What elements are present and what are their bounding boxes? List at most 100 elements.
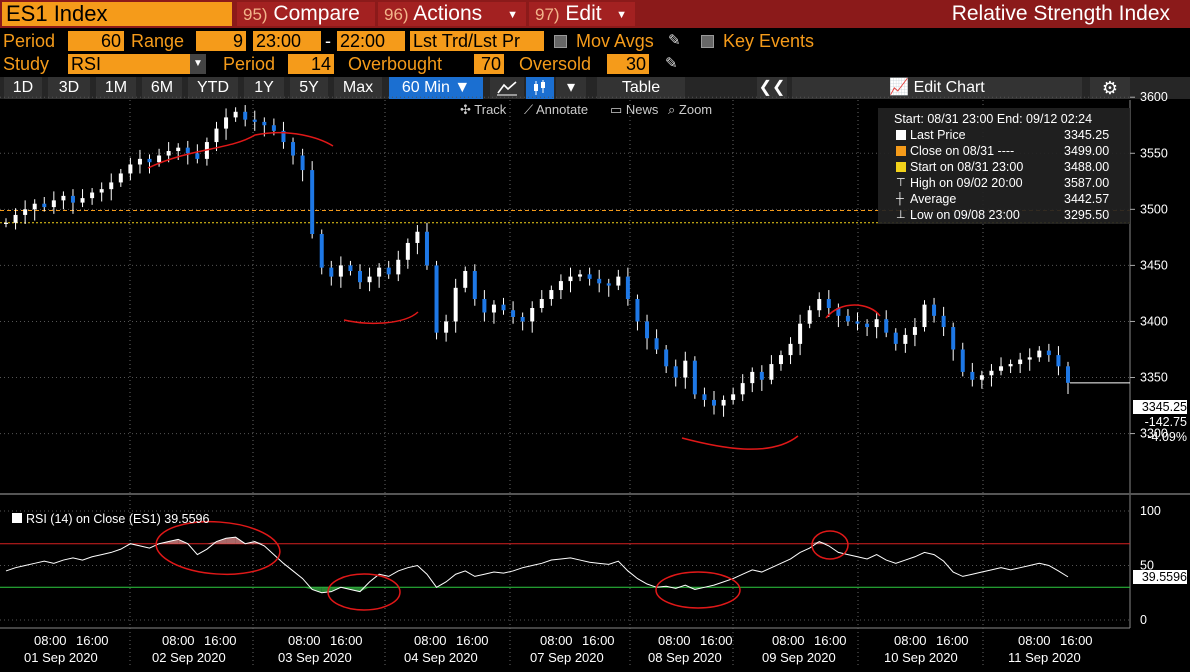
x-time-label: 08:00 [772,633,805,648]
candle-body [4,222,8,224]
rsi-tick-label: 100 [1140,504,1161,518]
x-date-label: 11 Sep 2020 [1008,650,1081,665]
legend-name: Last Price [910,128,966,142]
range-1m-button[interactable]: 1M [96,77,136,99]
candle-chart-icon[interactable] [526,77,554,99]
candle-body [70,195,75,203]
candle-body [243,111,248,120]
candle-body [444,321,449,333]
x-time-label: 08:00 [288,633,321,648]
range-3d-button[interactable]: 3D [48,77,90,99]
time-to-field[interactable]: 22:00 [337,31,405,51]
annotate-tool[interactable]: ⟋ Annotate [524,101,588,118]
chevron-down-icon[interactable]: ▾ [556,77,586,99]
candle-body [989,370,994,376]
key-events-checkbox[interactable] [701,35,714,48]
rsi-label-text: RSI (14) on Close (ES1) 39.5596 [26,512,210,526]
legend-name: Close on 08/31 ---- [910,144,1015,158]
compare-button[interactable]: 95) Compare [237,2,375,26]
chart-legend[interactable]: Start: 08/31 23:00 End: 09/12 02:24 Last… [878,108,1130,224]
zoom-tool[interactable]: ⌕ Zoom [668,101,712,118]
legend-range: Start: 08/31 23:00 End: 09/12 02:24 [894,112,1093,126]
price-tick-label: 3500 [1140,202,1168,216]
candle-body [836,308,841,316]
candle-body [625,276,630,300]
legend-row-average[interactable]: ┼ Average 3442.57 [884,191,1124,207]
study-select[interactable]: RSI ▼ [68,54,206,74]
time-separator: - [325,31,331,51]
edit-button[interactable]: 97) Edit ▼ [529,2,635,26]
range-1d-button[interactable]: 1D [4,77,42,99]
price-tick-label: 3450 [1140,258,1168,272]
track-label: Track [474,102,507,117]
pencil-icon[interactable]: ✎ [665,55,678,72]
track-tool[interactable]: ✣ Track [460,101,506,118]
x-time-label: 16:00 [936,633,969,648]
range-6m-button[interactable]: 6M [142,77,182,99]
gear-icon[interactable]: ⚙ [1090,77,1130,99]
candle-body [13,214,18,223]
candle-body [109,182,114,190]
x-time-label: 16:00 [76,633,109,648]
candle-body [405,242,410,260]
x-time-label: 16:00 [456,633,489,648]
edit-chart-button[interactable]: 📈 Edit Chart [792,77,1082,99]
time-from-field[interactable]: 23:00 [253,31,321,51]
range-field[interactable]: 9 [196,31,246,51]
last-trade-select[interactable]: Lst Trd/Lst Pr [410,31,544,51]
line-chart-icon[interactable] [490,77,524,99]
reference-lines [0,209,1130,384]
candle-body [654,338,659,350]
news-tool[interactable]: ▭ News [610,101,658,118]
candle-body [329,267,334,277]
oversold-field[interactable]: 30 [607,54,649,74]
oversold-label: Oversold [519,54,592,74]
collapse-icon[interactable]: ❮❮ [757,77,787,99]
range-5y-button[interactable]: 5Y [290,77,328,99]
candle-body [491,304,496,313]
overbought-field[interactable]: 70 [474,54,504,74]
candle-body [386,267,391,275]
annotation-stroke [825,304,881,319]
chart-grid: 3300 3350 3400 3450 3500 3550 3600 0 50 100 [0,90,1190,665]
candle-body [865,323,870,328]
legend-row-last[interactable]: Last Price 3345.25 [884,127,1124,143]
candle-body [128,164,133,174]
rsi-period-label: Period [223,54,276,74]
compare-label: Compare [273,2,360,25]
x-time-label: 16:00 [700,633,733,648]
rsi-series-label[interactable]: RSI (14) on Close (ES1) 39.5596 [12,512,209,526]
interval-select[interactable]: 60 Min ▼ [389,77,483,99]
range-ytd-button[interactable]: YTD [188,77,238,99]
candle-body [32,203,37,210]
x-date-label: 04 Sep 2020 [404,650,478,665]
rsi-period-field[interactable]: 14 [288,54,334,74]
legend-name: Average [910,192,957,206]
legend-name: Low on 09/08 23:00 [910,208,1020,222]
range-1y-button[interactable]: 1Y [244,77,284,99]
legend-row-close[interactable]: Close on 08/31 ---- 3499.00 [884,143,1124,159]
period-field[interactable]: 60 [68,31,124,51]
table-button[interactable]: Table [597,77,685,99]
candle-body [511,310,516,317]
actions-button[interactable]: 96) Actions ▼ [378,2,526,26]
last-price-tag: 3345.25 [1133,400,1187,414]
legend-row-low[interactable]: ⊥ Low on 09/08 23:00 3295.50 [884,207,1124,223]
candle-body [99,189,104,193]
candle-body [185,147,190,154]
candle-body [300,155,305,171]
legend-row-high[interactable]: ⊤ High on 09/02 20:00 3587.00 [884,175,1124,191]
annotation-circle [327,573,401,611]
x-time-label: 08:00 [894,633,927,648]
mov-avgs-checkbox[interactable] [554,35,567,48]
ticker-field[interactable]: ES1 Index [2,2,232,26]
legend-row-start[interactable]: Start on 08/31 23:00 3488.00 [884,159,1124,175]
candle-body [539,299,544,308]
candle-body [80,198,85,203]
candle-body [664,349,669,367]
range-max-button[interactable]: Max [334,77,382,99]
candle-body [51,200,56,208]
pencil-icon[interactable]: ✎ [668,32,681,49]
x-date-label: 03 Sep 2020 [278,650,352,665]
